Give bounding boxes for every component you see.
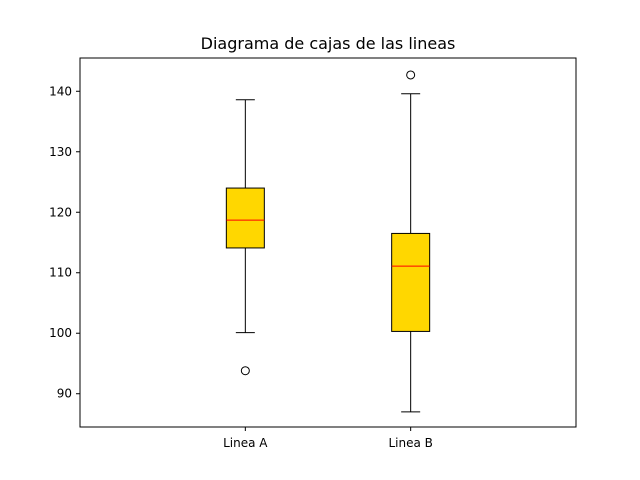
outlier-point <box>406 70 416 80</box>
chart-title: Diagrama de cajas de las lineas <box>201 34 456 53</box>
box <box>391 232 431 332</box>
plot-frame <box>79 57 577 428</box>
y-tick-label: 110 <box>49 266 72 280</box>
y-tick-label: 130 <box>49 145 72 159</box>
y-tick-label: 100 <box>49 326 72 340</box>
box <box>225 187 265 249</box>
plot-area: 90 100 110 120 130 140 Linea A Linea B <box>49 70 433 450</box>
x-tick-label: Linea B <box>388 436 432 450</box>
outlier-point <box>240 366 250 376</box>
y-tick-label: 120 <box>49 205 72 219</box>
y-tick-label: 90 <box>57 387 72 401</box>
y-tick-label: 140 <box>49 84 72 98</box>
x-tick-label: Linea A <box>223 436 268 450</box>
